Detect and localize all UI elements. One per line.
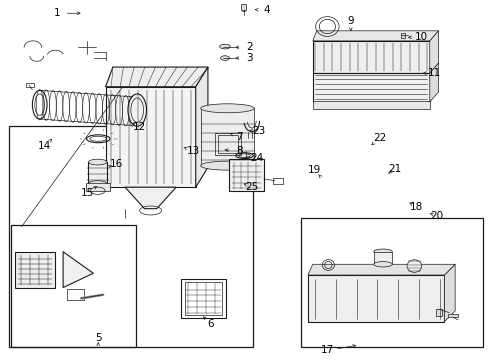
Bar — [228, 159, 264, 192]
Text: 14: 14 — [38, 141, 51, 151]
Bar — [181, 279, 225, 318]
Bar — [85, 183, 110, 191]
Ellipse shape — [88, 159, 107, 165]
Bar — [240, 4, 246, 10]
Text: 3: 3 — [245, 53, 252, 63]
Ellipse shape — [200, 161, 254, 170]
Bar — [9, 126, 253, 347]
Text: 15: 15 — [81, 188, 94, 198]
Polygon shape — [63, 252, 93, 288]
Bar — [15, 252, 55, 288]
Text: 12: 12 — [133, 122, 146, 132]
Text: 4: 4 — [263, 5, 269, 15]
Text: 2: 2 — [245, 42, 252, 52]
Text: 1: 1 — [53, 8, 60, 18]
Bar — [218, 135, 237, 153]
Bar — [184, 282, 222, 315]
Text: 5: 5 — [95, 333, 102, 343]
Polygon shape — [444, 264, 454, 321]
Ellipse shape — [373, 249, 391, 255]
Ellipse shape — [88, 181, 107, 186]
Text: 8: 8 — [236, 146, 243, 156]
Text: 6: 6 — [206, 319, 213, 329]
Bar — [307, 275, 444, 321]
Polygon shape — [429, 31, 438, 73]
Ellipse shape — [200, 104, 254, 113]
Polygon shape — [429, 63, 438, 102]
Ellipse shape — [219, 44, 230, 49]
Bar — [312, 73, 429, 102]
Text: 24: 24 — [249, 153, 263, 163]
Bar — [26, 83, 34, 87]
Text: 23: 23 — [252, 126, 265, 135]
Ellipse shape — [406, 260, 421, 273]
Polygon shape — [195, 67, 207, 187]
Bar — [272, 178, 282, 184]
Polygon shape — [105, 67, 207, 87]
Bar — [312, 101, 429, 109]
Ellipse shape — [373, 262, 391, 267]
Text: 19: 19 — [307, 165, 320, 175]
Text: 17: 17 — [320, 345, 333, 355]
Polygon shape — [312, 31, 438, 41]
Ellipse shape — [128, 94, 146, 126]
Text: 9: 9 — [347, 17, 353, 27]
Bar — [215, 133, 240, 155]
Ellipse shape — [220, 56, 229, 60]
Polygon shape — [125, 187, 176, 209]
Bar — [105, 87, 195, 187]
Bar — [447, 315, 457, 318]
Text: 21: 21 — [387, 164, 401, 174]
Text: 20: 20 — [429, 211, 443, 221]
Bar — [373, 252, 391, 264]
Bar — [312, 41, 429, 73]
Bar — [435, 309, 442, 316]
Text: 22: 22 — [373, 133, 386, 143]
Text: 7: 7 — [236, 132, 243, 142]
Text: 25: 25 — [245, 182, 259, 192]
Text: 18: 18 — [409, 202, 423, 212]
Text: 16: 16 — [110, 159, 123, 169]
Bar — [11, 225, 136, 347]
Bar — [88, 162, 107, 184]
Text: 11: 11 — [427, 68, 440, 78]
Text: 10: 10 — [414, 32, 427, 42]
Polygon shape — [307, 264, 454, 275]
Bar — [400, 33, 405, 38]
Text: 13: 13 — [186, 146, 200, 156]
Bar — [200, 108, 254, 166]
Bar — [300, 218, 483, 347]
